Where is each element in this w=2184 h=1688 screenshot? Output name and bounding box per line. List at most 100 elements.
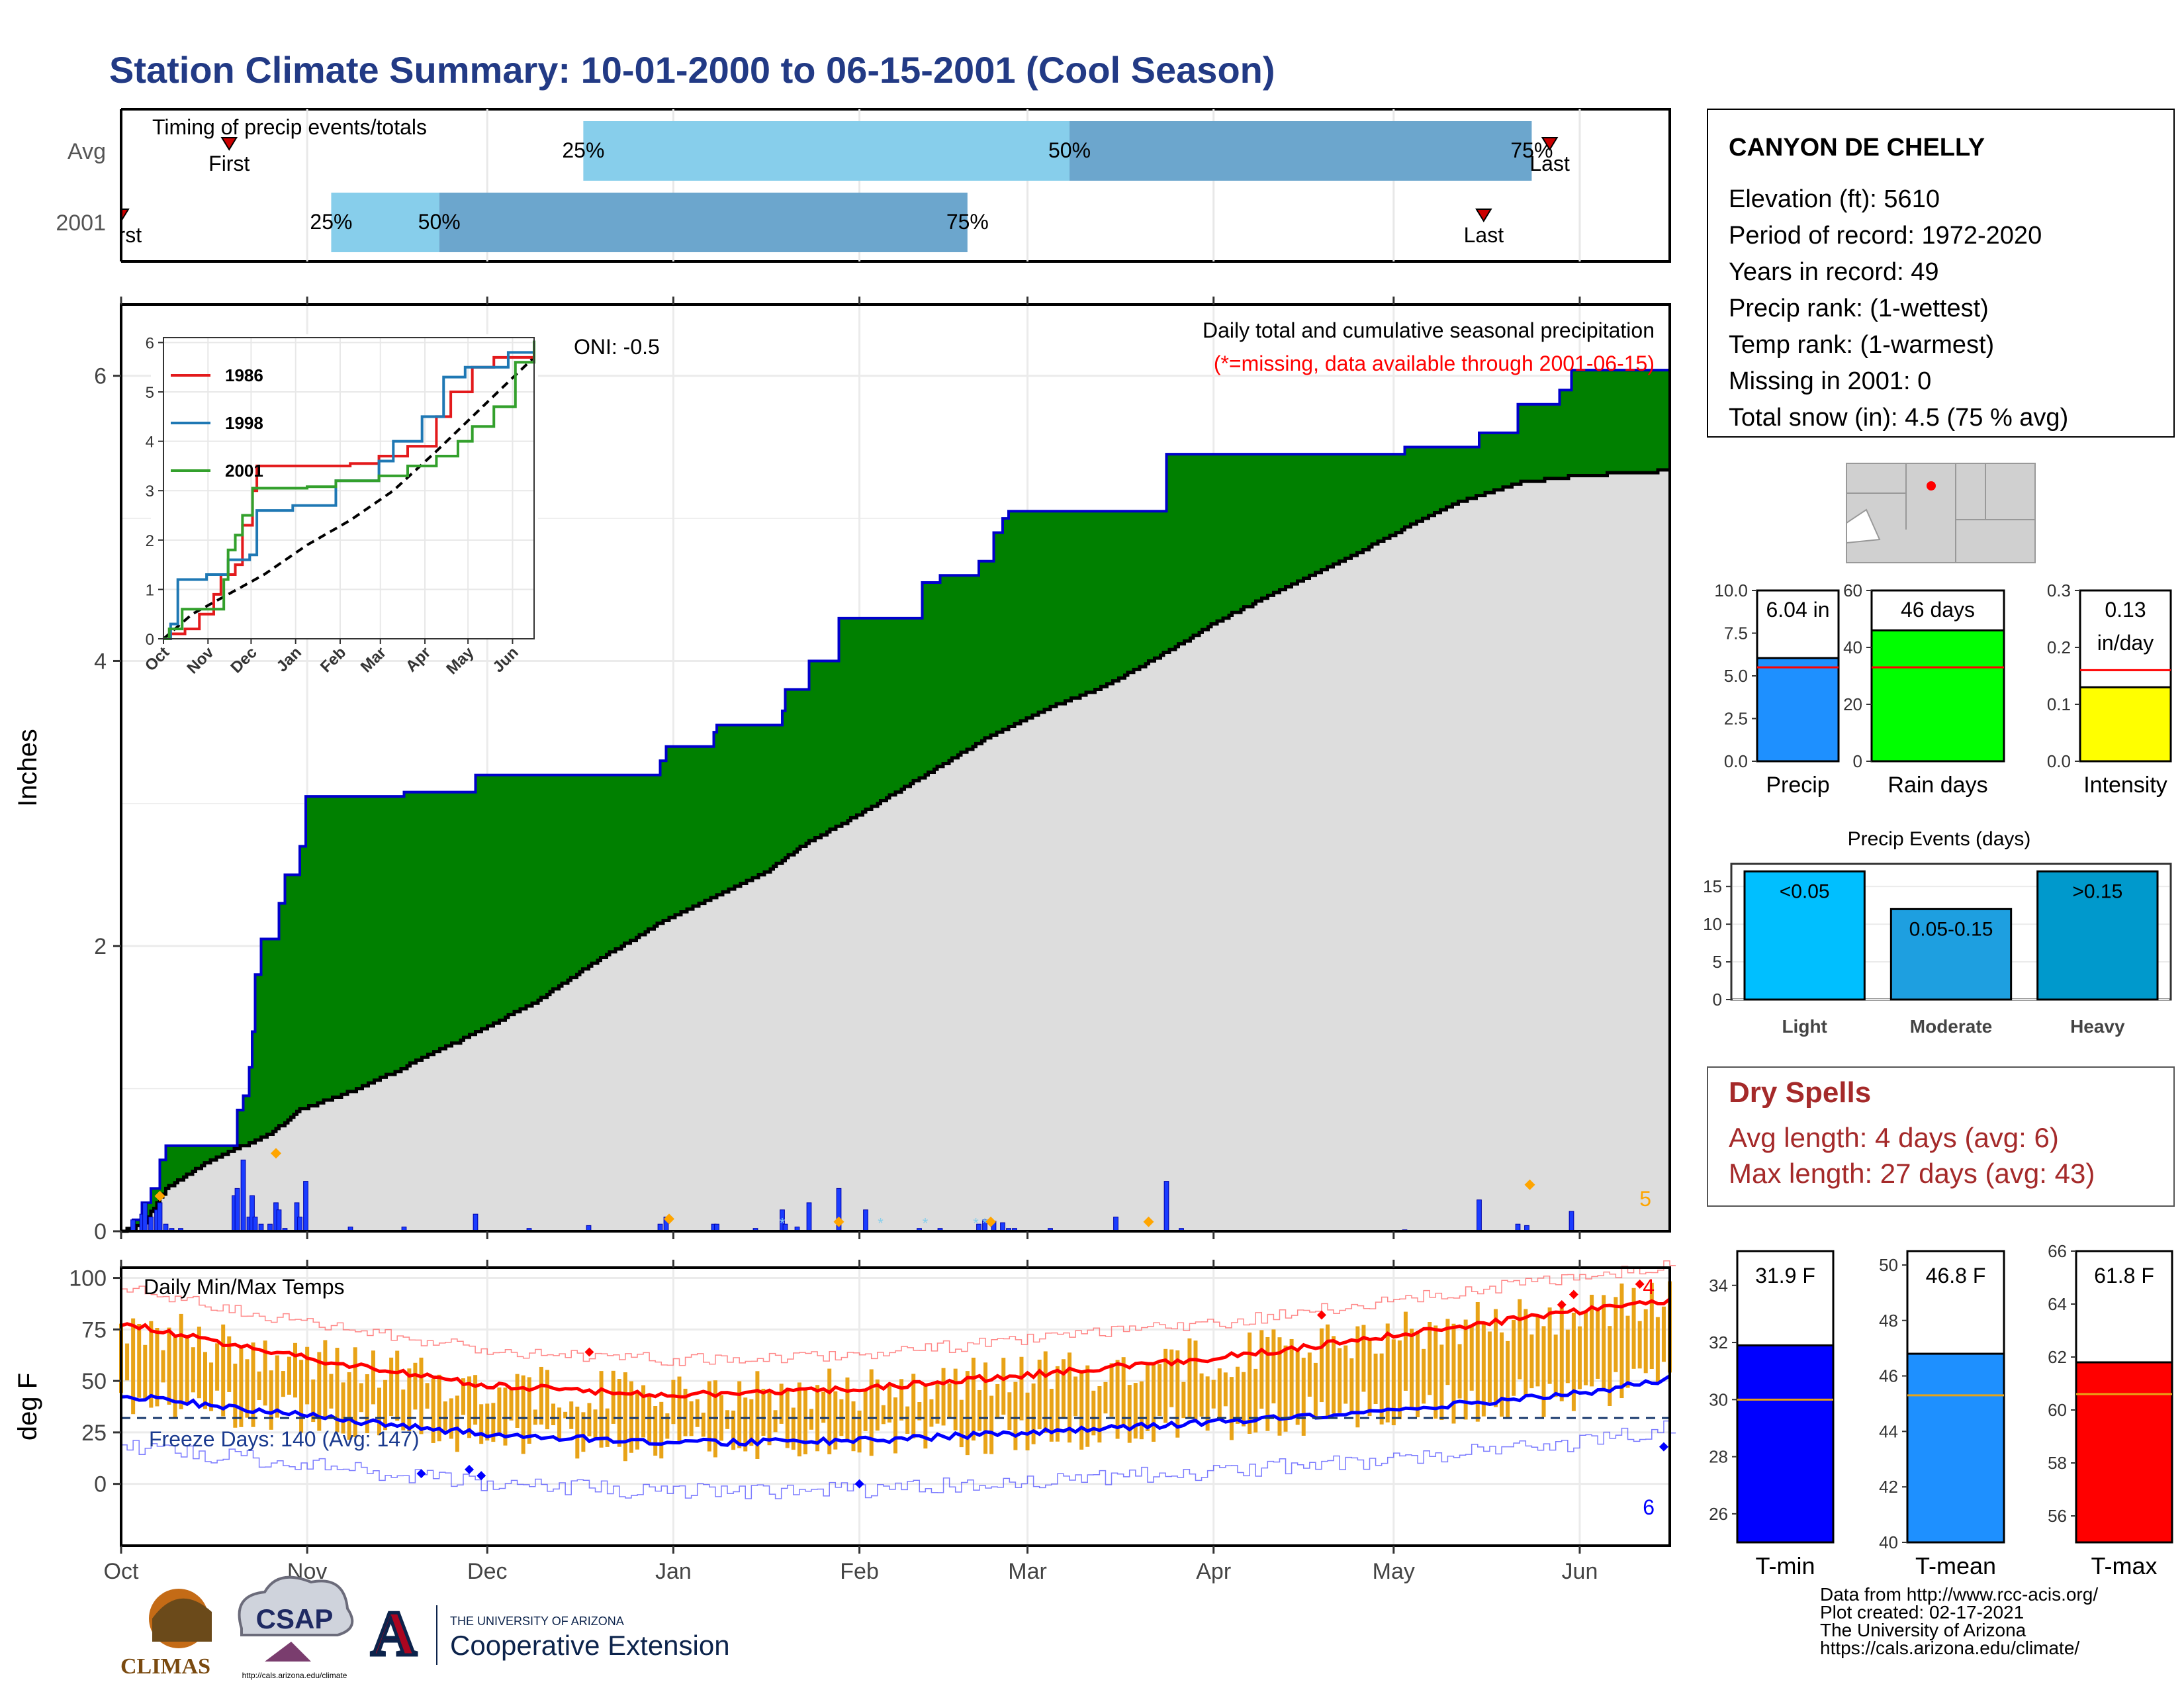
record-min-line (121, 1420, 1676, 1499)
station-info-panel: CANYON DE CHELLY Elevation (ft): 5610 Pe… (1707, 109, 2175, 438)
dry-spells-max: Max length: 27 days (avg: 43) (1729, 1158, 2095, 1189)
daily-temp-range-bar (1355, 1326, 1360, 1428)
temp-bar-tick-label: 30 (1709, 1389, 1728, 1409)
summary-bar-name: Intensity (2083, 773, 2167, 798)
summary-bar-tick-label: 0 (1853, 751, 1862, 771)
daily-temp-range-bar (947, 1383, 952, 1419)
daily-temp-range-bar (1349, 1358, 1354, 1413)
record-low-marker (465, 1464, 475, 1474)
summary-bar-fill (1756, 657, 1840, 763)
inset-legend: 1986 1998 2001 (171, 365, 263, 481)
daily-precip-bar (240, 1159, 246, 1232)
snow-marker (271, 1148, 281, 1159)
daily-temp-range-bar (1307, 1352, 1312, 1397)
daily-temp-range-bar (563, 1411, 568, 1419)
daily-temp-range-bar (1187, 1338, 1192, 1417)
events-category-label: Light (1782, 1016, 1827, 1037)
daily-temp-range-bar (281, 1371, 285, 1397)
daily-temp-range-bar (515, 1374, 520, 1428)
daily-temp-range-bar (761, 1388, 766, 1436)
daily-temp-range-bar (323, 1340, 328, 1417)
daily-temp-range-bar (479, 1404, 484, 1444)
inset-background (151, 334, 538, 639)
daily-temp-range-bar (1518, 1299, 1522, 1380)
snow-marker (833, 1216, 844, 1227)
daily-temp-range-bar (353, 1347, 357, 1438)
record-low-marker (416, 1469, 426, 1479)
daily-temp-range-bar (1553, 1335, 1558, 1397)
daily-temp-range-bar (1439, 1344, 1444, 1421)
station-line: Missing in 2001: 0 (1729, 367, 1931, 395)
daily-temp-range-bar (1385, 1323, 1390, 1423)
daily-temp-range-bar (1265, 1336, 1270, 1431)
daily-temp-range-bar (1049, 1388, 1054, 1442)
daily-temp-range-bar (1637, 1321, 1642, 1369)
daily-temp-range-bar (407, 1368, 412, 1432)
daily-temp-range-bar (1541, 1326, 1546, 1417)
daily-precip-bar (234, 1188, 240, 1232)
temp-bar-fill (2075, 1361, 2173, 1544)
temp-bar-tick-label: 60 (2048, 1400, 2067, 1420)
temp-bar-t-max: 61.8 F 56 58 60 62 64 66 T-max (2048, 1241, 2173, 1579)
daily-temp-range-bar (1259, 1330, 1264, 1409)
temp-bar-tick-label: 44 (1879, 1421, 1898, 1441)
climas-logo: CLIMAS (120, 1589, 212, 1679)
daily-temp-range-bar (335, 1348, 340, 1432)
daily-temp-range-bar (209, 1362, 214, 1411)
summary-bar-tick-label: 10.0 (1714, 581, 1748, 600)
trace-marker: * (780, 1215, 786, 1232)
daily-temp-range-bar (1338, 1348, 1342, 1413)
map-state-borders (1846, 463, 2035, 563)
ua-logo-big-text: Cooperative Extension (450, 1630, 730, 1661)
daily-temp-range-bar (623, 1372, 627, 1462)
daily-temp-range-bar (965, 1371, 970, 1456)
daily-temp-range-bar (749, 1399, 754, 1446)
daily-temp-range-bar (167, 1327, 171, 1405)
summary-bar-value-label: 0.13 (2105, 598, 2146, 622)
timing-p50-label: 50% (418, 210, 461, 234)
daily-temp-range-bar (1625, 1315, 1630, 1388)
summary-bar-name: Precip (1766, 773, 1829, 798)
inset-legend-label: 2001 (225, 461, 263, 481)
daily-temp-range-bar (1643, 1309, 1648, 1374)
daily-temp-range-bar (1115, 1360, 1120, 1439)
inset-legend-label: 1998 (225, 413, 263, 433)
daily-temp-range-bar (557, 1407, 562, 1440)
temperature-bar-charts: 31.9 F 26 28 30 32 34 T-min 46.8 F 40 42 44 46 48 50 T… (1709, 1241, 2173, 1579)
temp-bar-tick-label: 34 (1709, 1276, 1728, 1295)
station-line: Period of record: 1972-2020 (1729, 222, 2042, 250)
dry-spells-panel: Dry Spells Avg length: 4 days (avg: 6) M… (1707, 1066, 2175, 1207)
summary-bar-tick-label: 20 (1843, 694, 1862, 714)
record-high-marker (1557, 1300, 1567, 1309)
daily-temp-range-bar (1343, 1345, 1348, 1404)
timing-first-label: First (208, 152, 250, 175)
daily-temp-range-bar (509, 1388, 514, 1421)
daily-temp-range-bar (449, 1398, 453, 1439)
daily-temp-range-bar (1445, 1319, 1450, 1385)
daily-temp-range-bar (371, 1350, 375, 1405)
daily-temp-range-bar (1025, 1392, 1030, 1451)
daily-temp-range-bar (1277, 1337, 1282, 1436)
daily-temp-range-bar (1223, 1372, 1228, 1407)
trace-marker: * (973, 1215, 979, 1232)
daily-temp-range-bar (1410, 1329, 1414, 1409)
daily-temp-range-bar (755, 1371, 760, 1459)
inset-series-line (163, 340, 535, 640)
station-location-dot (1927, 481, 1936, 491)
daily-temp-range-bar (977, 1389, 981, 1431)
daily-temp-range-bar (221, 1324, 226, 1417)
temp-bar-tick-label: 66 (2048, 1241, 2067, 1261)
daily-temp-range-bar (653, 1406, 658, 1456)
record-low-marker (477, 1471, 486, 1481)
daily-temp-range-bar (1217, 1368, 1222, 1419)
daily-temp-range-bar (875, 1379, 880, 1431)
cumulative-precip-line (121, 369, 1670, 1233)
daily-precip-bar (142, 1202, 148, 1232)
temps-y-axis: 0 25 50 75 100 (69, 1260, 1581, 1497)
temps-y-tick-label: 75 (81, 1317, 107, 1342)
timing-bar-50-75 (1069, 121, 1532, 181)
daily-temp-range-bar (341, 1382, 345, 1434)
daily-temp-range-bar (1289, 1338, 1294, 1419)
daily-temp-range-bar (683, 1388, 688, 1436)
daily-temp-range-bar (611, 1370, 615, 1424)
